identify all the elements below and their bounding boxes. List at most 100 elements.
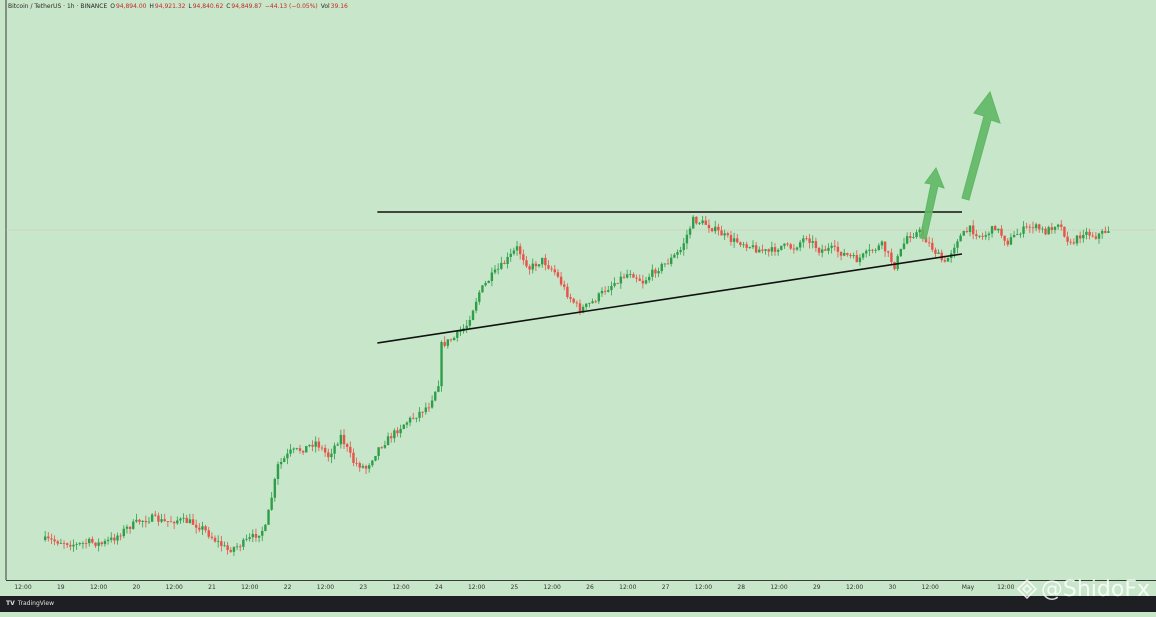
candle-body bbox=[75, 544, 78, 545]
candle-body bbox=[978, 235, 981, 237]
candle-body bbox=[1107, 231, 1110, 233]
candle-body bbox=[843, 253, 846, 256]
candle-body bbox=[770, 247, 774, 252]
candle-body bbox=[975, 234, 978, 237]
candle-body bbox=[443, 342, 446, 346]
candle-body bbox=[745, 244, 748, 248]
candle-body bbox=[610, 285, 613, 291]
x-tick-label: 26 bbox=[586, 584, 594, 591]
candle-body bbox=[506, 256, 509, 264]
x-tick-label: 23 bbox=[359, 584, 367, 591]
candle-body bbox=[336, 444, 339, 446]
candle-body bbox=[915, 232, 918, 238]
x-tick-label: 12:00 bbox=[468, 584, 485, 591]
candle-body bbox=[669, 257, 673, 264]
candle-body bbox=[836, 246, 840, 252]
candle-body bbox=[1047, 227, 1050, 235]
candle-body bbox=[638, 278, 641, 281]
candle-body bbox=[647, 276, 651, 281]
candle-body bbox=[402, 424, 405, 429]
open-label: O bbox=[110, 3, 115, 10]
candle-body bbox=[487, 280, 490, 283]
candle-body bbox=[971, 225, 975, 235]
candles-group bbox=[43, 215, 1110, 556]
candle-body bbox=[581, 306, 585, 313]
candle-body bbox=[776, 249, 780, 252]
trendline-rising-support[interactable] bbox=[377, 253, 963, 344]
candle-body bbox=[849, 254, 852, 257]
tradingview-label: TradingView bbox=[17, 600, 55, 607]
candle-body bbox=[839, 251, 843, 256]
candle-body bbox=[235, 546, 239, 548]
x-tick-label: 12:00 bbox=[14, 584, 31, 591]
candle-body bbox=[625, 274, 629, 278]
candle-body bbox=[1000, 228, 1003, 236]
candle-body bbox=[1078, 235, 1082, 239]
candle-body bbox=[594, 301, 597, 303]
candle-body bbox=[968, 225, 972, 233]
x-tick-label: 12:00 bbox=[392, 584, 409, 591]
candle-body bbox=[380, 447, 383, 449]
candle-body bbox=[484, 282, 487, 286]
candle-body bbox=[1063, 226, 1066, 237]
candle-body bbox=[795, 247, 799, 250]
candle-body bbox=[154, 514, 157, 516]
candle-body bbox=[283, 458, 286, 462]
candle-body bbox=[707, 224, 711, 229]
candle-body bbox=[883, 241, 887, 252]
candle-body bbox=[377, 447, 380, 456]
candle-body bbox=[1022, 226, 1025, 234]
candle-body bbox=[544, 257, 547, 266]
candle-body bbox=[566, 286, 569, 298]
candle-body bbox=[685, 234, 689, 244]
candle-body bbox=[220, 541, 223, 546]
arrow-up-large[interactable] bbox=[961, 90, 1001, 201]
candle-body bbox=[47, 536, 50, 539]
candle-body bbox=[1053, 226, 1057, 230]
candle-body bbox=[147, 521, 151, 523]
arrows-group[interactable] bbox=[919, 90, 1001, 240]
symbol-title[interactable]: Bitcoin / TetherUS · 1h · BINANCE bbox=[8, 3, 108, 10]
candle-body bbox=[198, 527, 201, 530]
candle-body bbox=[43, 536, 47, 540]
candle-body bbox=[229, 549, 232, 552]
candle-body bbox=[695, 216, 698, 224]
x-tick-label: 12:00 bbox=[317, 584, 334, 591]
candle-body bbox=[1044, 228, 1047, 235]
candle-body bbox=[490, 272, 494, 281]
candle-body bbox=[110, 537, 113, 540]
candle-body bbox=[802, 238, 805, 243]
candle-body bbox=[751, 245, 755, 248]
candle-body bbox=[820, 249, 824, 253]
candle-body bbox=[465, 325, 468, 329]
candle-body bbox=[660, 263, 663, 272]
candle-body bbox=[364, 466, 368, 469]
candle-body bbox=[588, 303, 591, 304]
candle-body bbox=[833, 245, 836, 247]
candle-body bbox=[824, 249, 827, 251]
candle-body bbox=[997, 228, 1000, 231]
candle-body bbox=[1028, 226, 1032, 228]
x-tick-label: 12:00 bbox=[846, 584, 863, 591]
arrow-up-small[interactable] bbox=[919, 166, 945, 240]
candle-body bbox=[106, 539, 110, 541]
candle-body bbox=[53, 539, 56, 542]
candle-body bbox=[314, 441, 317, 447]
candle-body bbox=[953, 247, 956, 254]
candle-body bbox=[56, 541, 59, 544]
tradingview-brand[interactable]: TV TradingView bbox=[6, 599, 54, 609]
candle-body bbox=[179, 518, 182, 521]
candle-body bbox=[1069, 241, 1072, 243]
candle-body bbox=[97, 542, 100, 546]
candle-body bbox=[572, 298, 575, 303]
x-tick-label: 22 bbox=[284, 584, 292, 591]
candle-body bbox=[122, 528, 126, 537]
trendlines-group[interactable] bbox=[377, 211, 963, 344]
candle-body bbox=[924, 236, 928, 243]
candle-body bbox=[103, 540, 107, 545]
candle-body bbox=[201, 526, 204, 530]
watermark-text: @ShidoFx bbox=[1040, 577, 1150, 602]
candle-body bbox=[226, 545, 229, 550]
